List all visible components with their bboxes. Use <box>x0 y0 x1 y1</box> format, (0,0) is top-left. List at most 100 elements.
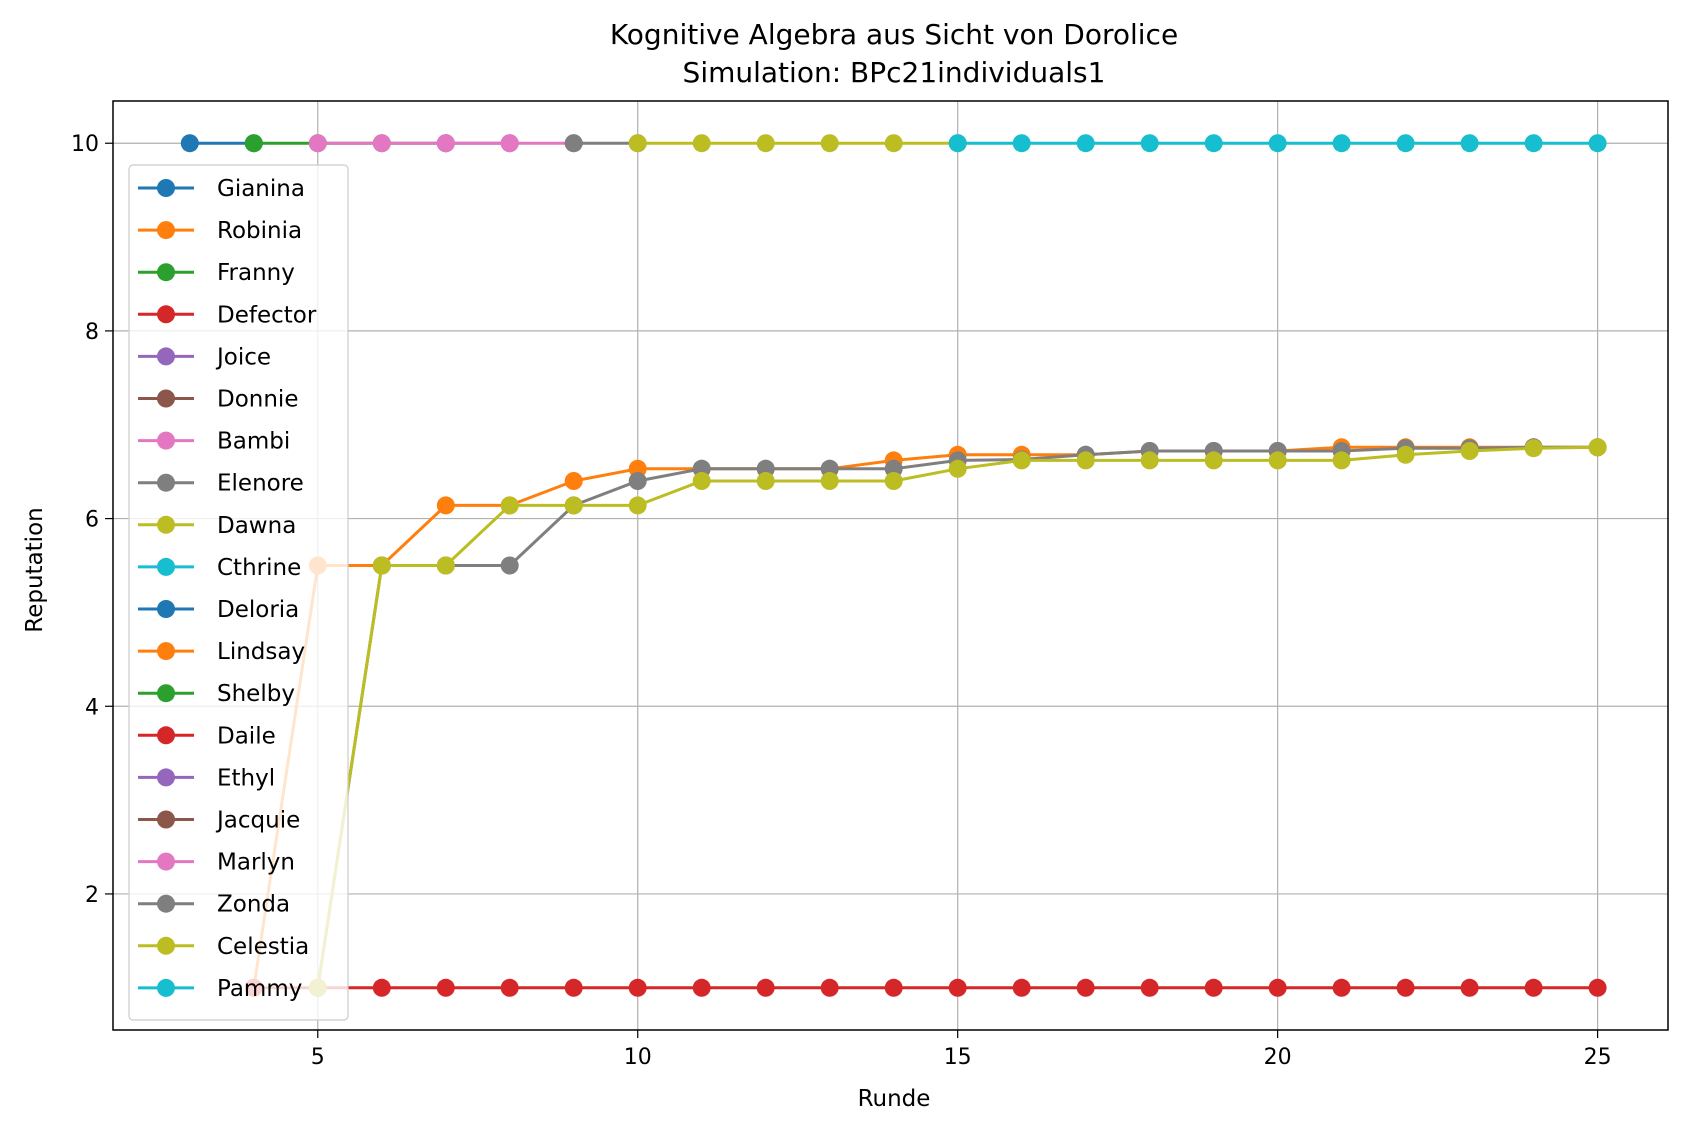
data-point-celestia <box>692 472 711 490</box>
data-point-bambi <box>308 134 327 153</box>
data-point-dawna <box>692 134 711 153</box>
legend-label-lindsay: Lindsay <box>217 639 305 665</box>
y-axis-label: Reputation <box>22 507 48 632</box>
data-point-celestia <box>884 472 903 490</box>
legend-label-dawna: Dawna <box>217 513 296 539</box>
data-point-daile <box>1140 978 1159 997</box>
data-point-celestia <box>948 459 967 478</box>
legend-marker-pammy <box>157 978 175 997</box>
data-point-lindsay <box>564 472 583 490</box>
legend-marker-deloria <box>157 600 175 618</box>
legend-marker-ethyl <box>157 768 175 787</box>
legend-label-celestia: Celestia <box>217 934 309 960</box>
legend-item-pammy: Pammy <box>138 976 302 1002</box>
data-point-daile <box>1332 978 1351 997</box>
data-point-celestia <box>1140 451 1159 470</box>
series-daile <box>244 978 1607 997</box>
data-point-cthrine <box>1140 134 1159 153</box>
data-point-daile <box>756 978 775 997</box>
data-point-celestia <box>372 556 391 575</box>
legend-marker-lindsay <box>157 642 175 661</box>
legend-label-donnie: Donnie <box>217 387 298 413</box>
data-point-daile <box>1588 978 1607 997</box>
data-point-daile <box>948 978 967 997</box>
data-point-zonda <box>628 472 647 490</box>
data-point-daile <box>820 978 839 997</box>
legend-item-bambi: Bambi <box>138 429 290 455</box>
data-point-elenore <box>564 134 583 153</box>
legend-item-elenore: Elenore <box>138 471 304 497</box>
legend-marker-jacquie <box>157 810 175 829</box>
data-point-celestia <box>756 472 775 490</box>
y-tick-label: 10 <box>71 132 99 157</box>
data-point-gianina <box>180 134 199 153</box>
data-point-daile <box>628 978 647 997</box>
legend-label-pammy: Pammy <box>217 976 302 1002</box>
data-point-bambi <box>436 134 455 153</box>
data-point-cthrine <box>1012 134 1031 153</box>
data-point-daile <box>500 978 519 997</box>
legend-label-shelby: Shelby <box>217 681 295 707</box>
y-tick-label: 2 <box>85 883 99 908</box>
legend-marker-franny <box>157 263 175 282</box>
series-dawna <box>628 134 967 153</box>
legend-item-lindsay: Lindsay <box>138 639 305 665</box>
legend-label-daile: Daile <box>217 723 276 749</box>
x-axis-label: Runde <box>858 1086 931 1112</box>
legend-label-elenore: Elenore <box>217 471 304 497</box>
legend-label-joice: Joice <box>215 344 271 370</box>
data-point-celestia <box>1588 438 1607 457</box>
legend-marker-defector <box>157 305 175 324</box>
data-point-celestia <box>1332 451 1351 470</box>
legend-label-jacquie: Jacquie <box>215 808 300 834</box>
legend-marker-shelby <box>157 684 175 703</box>
x-tick-label: 10 <box>624 1045 652 1070</box>
legend-marker-bambi <box>157 431 175 450</box>
series-line-lindsay <box>252 445 1598 989</box>
legend-item-deloria: Deloria <box>138 597 299 623</box>
legend-marker-robinia <box>157 221 175 240</box>
data-point-dawna <box>756 134 775 153</box>
data-point-daile <box>1460 978 1479 997</box>
data-point-dawna <box>884 134 903 153</box>
legend-item-defector: Defector <box>138 302 317 328</box>
data-point-daile <box>1012 978 1031 997</box>
legend-label-robinia: Robinia <box>217 218 302 244</box>
data-point-cthrine <box>1460 134 1479 153</box>
y-tick-label: 8 <box>85 320 99 345</box>
legend-item-celestia: Celestia <box>138 934 309 960</box>
data-point-daile <box>436 978 455 997</box>
data-point-zonda <box>500 556 519 575</box>
legend-item-gianina: Gianina <box>138 176 305 202</box>
chart-title: Kognitive Algebra aus Sicht von Dorolice <box>610 18 1178 51</box>
chart-subtitle: Simulation: BPc21individuals1 <box>683 56 1106 89</box>
legend-label-gianina: Gianina <box>217 176 305 202</box>
data-point-celestia <box>820 472 839 490</box>
series-celestia <box>308 438 1607 997</box>
legend-label-zonda: Zonda <box>217 892 290 918</box>
data-point-daile <box>1204 978 1223 997</box>
legend-item-ethyl: Ethyl <box>138 765 275 791</box>
legend-marker-donnie <box>157 389 175 408</box>
axis-ticks: 5 10 15 20 25 2 4 6 8 10 <box>71 132 1612 1070</box>
series-layer <box>180 134 1607 997</box>
legend-label-bambi: Bambi <box>217 429 290 455</box>
data-point-lindsay <box>436 496 455 515</box>
data-point-dawna <box>820 134 839 153</box>
legend-marker-gianina <box>157 179 175 197</box>
data-point-daile <box>692 978 711 997</box>
data-point-celestia <box>1460 442 1479 460</box>
legend-item-franny: Franny <box>138 260 295 286</box>
legend-item-marlyn: Marlyn <box>138 850 295 876</box>
data-point-celestia <box>564 496 583 515</box>
legend-marker-elenore <box>157 473 175 492</box>
legend-marker-celestia <box>157 936 175 955</box>
data-point-celestia <box>1012 451 1031 470</box>
legend-marker-daile <box>157 726 175 745</box>
legend-item-robinia: Robinia <box>138 218 302 244</box>
legend-item-dawna: Dawna <box>138 513 296 539</box>
legend-label-cthrine: Cthrine <box>217 555 301 581</box>
data-point-bambi <box>372 134 391 153</box>
legend-box <box>128 164 349 1021</box>
legend-item-cthrine: Cthrine <box>138 555 301 581</box>
